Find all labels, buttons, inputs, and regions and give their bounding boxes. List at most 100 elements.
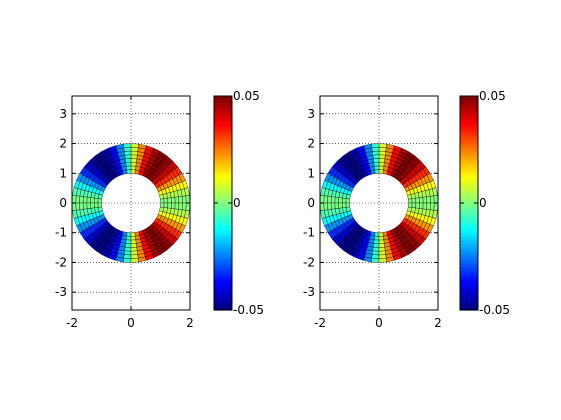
chart-1-cell (123, 254, 132, 259)
chart-2-colorbar-swatch (460, 236, 478, 241)
chart-2-colorbar-swatch (460, 306, 478, 311)
chart-1-cell (125, 235, 132, 241)
chart-1-colorbar-label: 0.05 (233, 89, 260, 103)
chart-2-colorbar-label: 0 (479, 196, 487, 210)
chart-2-cell (371, 258, 380, 263)
chart-1-cell (171, 196, 176, 204)
chart-2-colorbar-swatch (460, 293, 478, 298)
chart-1-cell (97, 202, 102, 208)
chart-1-cell (130, 232, 136, 237)
chart-1-colorbar-swatch (214, 196, 232, 201)
chart-1-xtick-label: -2 (66, 316, 78, 330)
chart-2-colorbar-swatch (460, 219, 478, 224)
chart-1-colorbar-swatch (214, 226, 232, 231)
chart-2-colorbar-swatch (460, 169, 478, 174)
chart-1-colorbar-swatch (214, 186, 232, 191)
chart-1-colorbar-swatch (214, 146, 232, 151)
chart-2-cell (378, 161, 385, 167)
chart-2-cell (411, 202, 417, 209)
chart-1-xtick-label: 2 (186, 316, 194, 330)
chart-2-colorbar-swatch (460, 243, 478, 248)
chart-1-colorbar-swatch (214, 129, 232, 134)
chart-2-cell (371, 254, 380, 259)
chart-2-colorbar-swatch (460, 136, 478, 141)
chart-2-colorbar-swatch (460, 246, 478, 251)
chart-1-ytick-label: -3 (55, 285, 67, 299)
chart-1-cell (126, 169, 132, 174)
chart-2-ytick-label: -2 (303, 255, 315, 269)
chart-2-colorbar-swatch (460, 259, 478, 264)
chart-2-colorbar-swatch (460, 162, 478, 167)
chart-2-cell (378, 147, 387, 152)
chart-1-cell (130, 254, 139, 259)
chart-1-colorbar-swatch (214, 182, 232, 187)
chart-2-cell (330, 196, 336, 204)
chart-2-cell (373, 158, 380, 163)
chart-1-colorbar-swatch (214, 253, 232, 258)
chart-2-xtick-label: 2 (434, 316, 442, 330)
chart-1-cell (167, 202, 172, 209)
chart-1-colorbar-swatch (214, 246, 232, 251)
chart-1-colorbar-swatch (214, 139, 232, 144)
chart-2-cell (373, 235, 380, 241)
chart-1-colorbar-swatch (214, 99, 232, 104)
chart-1-ytick-label: 2 (59, 137, 67, 151)
chart-1-colorbar-swatch (214, 243, 232, 248)
chart-1-colorbar-swatch (214, 269, 232, 274)
chart-1-cell (130, 243, 137, 248)
chart-2-cell (330, 202, 336, 210)
chart-1-colorbar: 0.05 0 -0.05 (213, 89, 264, 317)
chart-2-colorbar-swatch (460, 126, 478, 131)
chart-1-colorbar-swatch (214, 266, 232, 271)
chart-1-cell (167, 197, 172, 204)
chart-1-colorbar-swatch (214, 216, 232, 221)
chart-1-colorbar-swatch (214, 179, 232, 184)
chart-1-colorbar-swatch (214, 156, 232, 161)
chart-1-colorbar-swatch (214, 229, 232, 234)
chart-1-colorbar-swatch (214, 109, 232, 114)
chart-2-colorbar-swatch (460, 159, 478, 164)
chart-1-cell (124, 150, 132, 156)
chart-1-colorbar-swatch (214, 256, 232, 261)
chart-2-cell (378, 243, 385, 248)
chart-1-cell (75, 202, 81, 211)
chart-1-colorbar-swatch (214, 176, 232, 181)
chart-2-colorbar-swatch (460, 223, 478, 227)
chart-1-cell (75, 195, 81, 204)
chart-2-ytick-label: -3 (303, 285, 315, 299)
chart-2-cell (371, 143, 380, 148)
chart-1-cell (125, 161, 132, 167)
chart-2-colorbar-swatch (460, 213, 478, 217)
chart-2-cell (378, 169, 384, 174)
chart-2-cell (378, 247, 386, 252)
chart-1-cell (185, 202, 190, 211)
chart-1-colorbar-swatch (214, 136, 232, 141)
chart-1-colorbar-swatch (214, 172, 232, 177)
chart-2-colorbar-swatch (460, 289, 478, 294)
chart-1-xtick-label: 0 (127, 316, 135, 330)
chart-2-cell (378, 154, 386, 159)
chart-2-cell (378, 165, 385, 171)
chart-2-cell (327, 202, 332, 210)
chart-1-cell (123, 258, 132, 263)
chart-1-colorbar-swatch (214, 132, 232, 137)
chart-1-colorbar-swatch (214, 276, 232, 281)
chart-2-cell (320, 195, 325, 204)
chart-2-cell (374, 169, 380, 174)
chart-2-cell (374, 232, 380, 237)
chart-2-cell (327, 196, 332, 204)
chart-1-colorbar-swatch (214, 122, 232, 127)
chart-2-cell (408, 198, 413, 204)
chart-1-cell (72, 202, 77, 211)
chart-2-cell (341, 202, 347, 209)
chart-2-colorbar-swatch (460, 172, 478, 177)
chart-1-cell (181, 195, 187, 204)
chart-2-colorbar-swatch (460, 176, 478, 181)
chart-1-cell (130, 154, 138, 159)
chart-1-cell (178, 196, 183, 204)
chart-2-cell (323, 202, 329, 211)
chart-2-colorbar-swatch (460, 209, 478, 214)
chart-1-colorbar-swatch (214, 283, 232, 288)
chart-1-colorbar-swatch (214, 189, 232, 194)
